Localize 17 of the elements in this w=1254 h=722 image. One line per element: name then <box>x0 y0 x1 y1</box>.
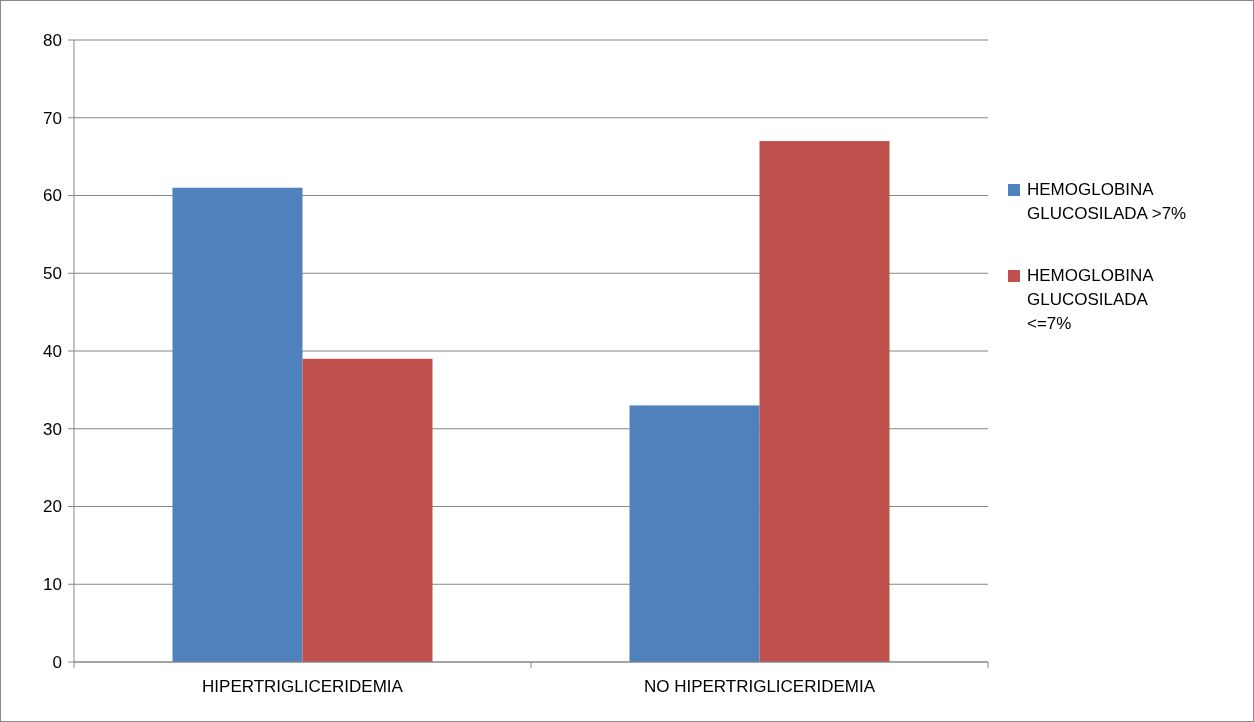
y-tick-label: 60 <box>43 186 62 206</box>
y-tick-label: 40 <box>43 341 62 361</box>
y-tick-label: 0 <box>52 652 62 672</box>
legend-label: HEMOGLOBINA GLUCOSILADA >7% <box>1027 180 1187 223</box>
x-tick-label: HIPERTRIGLICERIDEMIA <box>202 677 404 696</box>
legend-label: HEMOGLOBINA GLUCOSILADA <=7% <box>1027 266 1155 333</box>
bar <box>172 187 303 662</box>
y-tick-label: 50 <box>43 264 62 284</box>
bar <box>629 405 760 662</box>
bar <box>302 358 433 662</box>
y-tick-label: 30 <box>43 419 62 439</box>
y-tick-label: 70 <box>43 108 62 128</box>
y-tick-label: 20 <box>43 497 62 517</box>
y-tick-label: 80 <box>43 30 62 50</box>
bar <box>759 141 890 662</box>
x-tick-label: NO HIPERTRIGLICERIDEMIA <box>643 677 876 696</box>
y-tick-label: 10 <box>43 575 62 595</box>
